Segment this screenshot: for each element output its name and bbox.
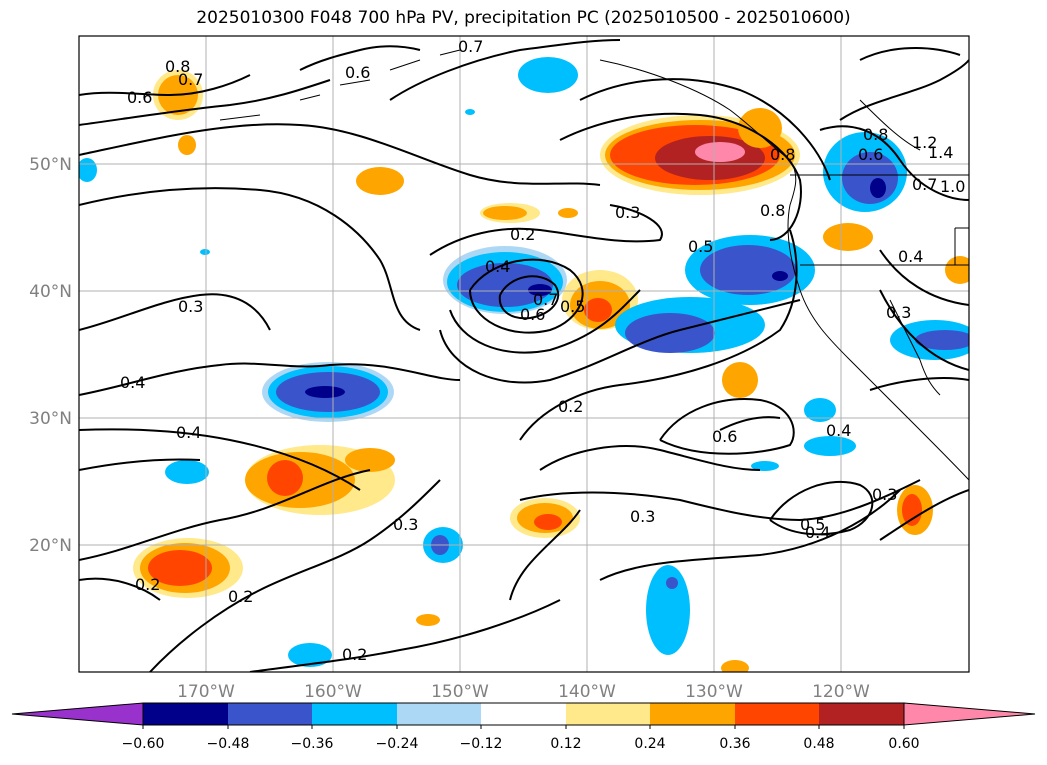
contour-label: 0.8 — [863, 125, 888, 144]
contour-label: 0.5 — [800, 515, 825, 534]
contour-label: 0.3 — [393, 515, 418, 534]
lon-tick-label: 120°W — [812, 682, 870, 702]
colorbar-segment — [566, 703, 650, 725]
colorbar-segment — [312, 703, 397, 725]
contour-label: 0.7 — [458, 37, 483, 56]
colorbar-segment — [143, 703, 228, 725]
contour-label: 0.8 — [165, 57, 190, 76]
contour-label: 0.8 — [760, 201, 785, 220]
contour-label: 0.6 — [127, 88, 152, 107]
gridlines — [79, 36, 969, 672]
contour-label: 1.0 — [940, 177, 965, 196]
contour-label: 0.5 — [688, 237, 713, 256]
contour-label: 0.6 — [712, 427, 737, 446]
colorbar: −0.60 −0.48 −0.36 −0.24 −0.12 0.12 0.24 … — [11, 702, 1036, 752]
colorbar-tick-label: 0.24 — [634, 736, 665, 752]
contour-label: 0.4 — [898, 247, 923, 266]
contour-label: 0.3 — [615, 203, 640, 222]
colorbar-segment — [397, 703, 481, 725]
contour-label: 0.3 — [630, 507, 655, 526]
map-frame — [78, 35, 970, 673]
lat-tick-label: 30°N — [29, 409, 72, 429]
pv-contours — [79, 39, 969, 672]
lon-tick-label: 130°W — [685, 682, 743, 702]
coastlines — [219, 49, 969, 481]
contour-label: 0.4 — [176, 423, 201, 442]
contour-label: 1.2 — [912, 133, 937, 152]
contour-label: 0.2 — [228, 587, 253, 606]
colorbar-extend-low — [11, 702, 144, 726]
contour-label: 0.2 — [135, 575, 160, 594]
colorbar-tick-label: −0.60 — [122, 736, 165, 752]
contour-label: 0.6 — [520, 305, 545, 324]
contour-label: 0.3 — [178, 297, 203, 316]
map-title: 2025010300 F048 700 hPa PV, precipitatio… — [196, 8, 851, 28]
contour-label: 0.3 — [886, 303, 911, 322]
contour-label: 0.4 — [485, 257, 510, 276]
contour-label: 1.4 — [928, 143, 953, 162]
lon-tick-label: 170°W — [177, 682, 235, 702]
precip-positive-shading — [133, 70, 969, 672]
lat-tick-label: 50°N — [29, 155, 72, 175]
colorbar-segment — [819, 703, 904, 725]
colorbar-tick-label: −0.36 — [291, 736, 334, 752]
contour-label: 0.2 — [510, 225, 535, 244]
colorbar-tick-label: 0.12 — [550, 736, 581, 752]
colorbar-segment — [650, 703, 735, 725]
lat-tick-label: 20°N — [29, 536, 72, 556]
colorbar-extend-high — [903, 702, 1036, 726]
contour-label: 0.7 — [912, 175, 937, 194]
colorbar-tick-label: 0.60 — [888, 736, 919, 752]
contour-label: 0.6 — [858, 145, 883, 164]
contour-label: 0.4 — [805, 523, 830, 542]
contour-label: 0.4 — [120, 373, 145, 392]
contour-label: 0.2 — [558, 397, 583, 416]
colorbar-segment — [735, 703, 819, 725]
colorbar-tick-label: −0.12 — [460, 736, 503, 752]
contour-label: 0.8 — [770, 145, 795, 164]
contour-label: 0.7 — [178, 70, 203, 89]
lat-tick-label: 40°N — [29, 282, 72, 302]
colorbar-tick-label: 0.48 — [803, 736, 834, 752]
colorbar-tick-label: 0.36 — [719, 736, 750, 752]
contour-label: 0.4 — [826, 421, 851, 440]
contour-label: 0.2 — [342, 645, 367, 664]
colorbar-segment — [228, 703, 312, 725]
lon-tick-label: 150°W — [431, 682, 489, 702]
precip-negative-shading — [79, 57, 969, 667]
colorbar-segment — [481, 703, 566, 725]
contour-label: 0.3 — [872, 485, 897, 504]
colorbar-tick-label: −0.48 — [207, 736, 250, 752]
lon-tick-label: 160°W — [304, 682, 362, 702]
contour-label: 0.6 — [345, 63, 370, 82]
contour-label: 0.7 — [533, 290, 558, 309]
lon-tick-label: 140°W — [558, 682, 616, 702]
contour-label: 0.5 — [560, 297, 585, 316]
contour-labels: 0.8 0.7 0.6 0.7 0.6 0.3 0.2 0.4 0.7 0.6 … — [120, 37, 965, 664]
colorbar-tick-label: −0.24 — [376, 736, 419, 752]
